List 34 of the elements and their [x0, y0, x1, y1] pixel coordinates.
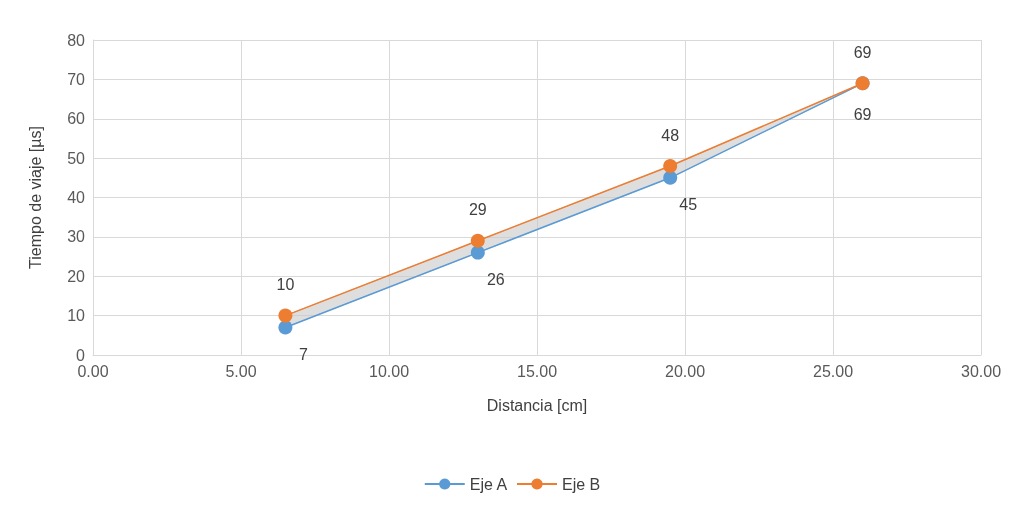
y-axis-title: Tiempo de viaje [µs]: [26, 126, 44, 269]
y-tick-label: 70: [67, 70, 86, 88]
y-tick-label: 50: [67, 149, 86, 167]
y-tick-label: 20: [67, 267, 86, 285]
x-tick-label: 30.00: [960, 362, 1002, 380]
x-tick-label: 25.00: [812, 362, 854, 380]
x-tick-label: 20.00: [664, 362, 706, 380]
y-tick-label: 80: [67, 31, 86, 49]
legend-label: Eje B: [562, 475, 601, 493]
data-label: 26: [486, 271, 505, 289]
y-tick-label: 40: [67, 189, 86, 206]
point: [278, 308, 293, 323]
x-tick-label: 15.00: [516, 362, 558, 380]
data-label: 69: [853, 43, 872, 61]
x-tick-label: 0.00: [77, 362, 109, 380]
y-tick-label: 60: [67, 110, 86, 128]
x-tick-label: 5.00: [225, 362, 257, 380]
point: [470, 245, 485, 260]
legend-label: Eje A: [469, 475, 508, 493]
data-label: 48: [661, 126, 680, 144]
y-tick-label: 30: [67, 228, 86, 246]
data-label: 69: [853, 105, 872, 123]
x-tick-label: 10.00: [368, 362, 410, 380]
y-tick-label: 0: [76, 346, 86, 364]
point: [470, 233, 485, 248]
x-axis-title: Distancia [cm]: [486, 396, 588, 414]
data-label: 7: [298, 345, 308, 363]
point: [663, 159, 678, 173]
data-label: 45: [679, 196, 698, 214]
data-label: 29: [468, 201, 487, 219]
point: [278, 320, 293, 335]
data-label: 10: [276, 276, 295, 294]
y-tick-label: 10: [67, 307, 86, 325]
point: [663, 170, 678, 185]
